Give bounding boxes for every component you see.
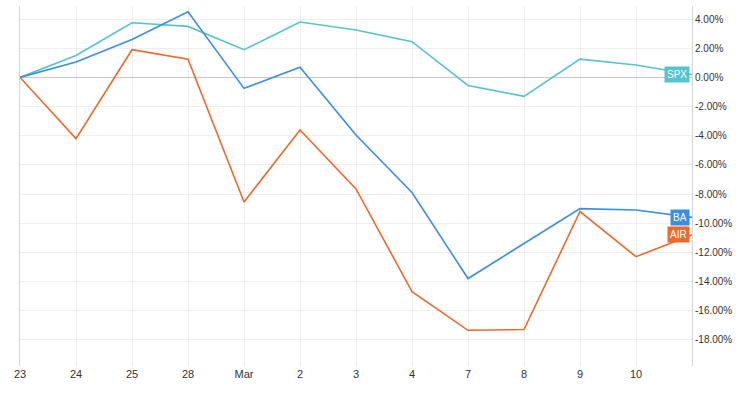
svg-text:4.00%: 4.00% [695, 14, 723, 25]
svg-text:-16.00%: -16.00% [695, 305, 732, 316]
svg-text:28: 28 [182, 368, 194, 380]
svg-text:25: 25 [126, 368, 138, 380]
svg-text:-4.00%: -4.00% [695, 130, 727, 141]
svg-text:-12.00%: -12.00% [695, 247, 732, 258]
svg-text:Mar: Mar [235, 368, 254, 380]
svg-text:23: 23 [14, 368, 26, 380]
svg-text:BA: BA [673, 212, 687, 223]
svg-text:-14.00%: -14.00% [695, 276, 732, 287]
svg-text:24: 24 [70, 368, 82, 380]
svg-text:7: 7 [465, 368, 471, 380]
svg-text:AIR: AIR [670, 229, 687, 240]
svg-text:2.00%: 2.00% [695, 43, 723, 54]
svg-text:9: 9 [577, 368, 583, 380]
svg-text:-18.00%: -18.00% [695, 334, 732, 345]
svg-text:10: 10 [630, 368, 642, 380]
svg-text:3: 3 [353, 368, 359, 380]
svg-text:0.00%: 0.00% [695, 72, 723, 83]
svg-text:8: 8 [521, 368, 527, 380]
svg-text:SPX: SPX [667, 69, 687, 80]
svg-text:2: 2 [297, 368, 303, 380]
svg-text:4: 4 [409, 368, 415, 380]
svg-text:-6.00%: -6.00% [695, 159, 727, 170]
svg-text:-8.00%: -8.00% [695, 189, 727, 200]
svg-text:-10.00%: -10.00% [695, 218, 732, 229]
svg-text:-2.00%: -2.00% [695, 101, 727, 112]
